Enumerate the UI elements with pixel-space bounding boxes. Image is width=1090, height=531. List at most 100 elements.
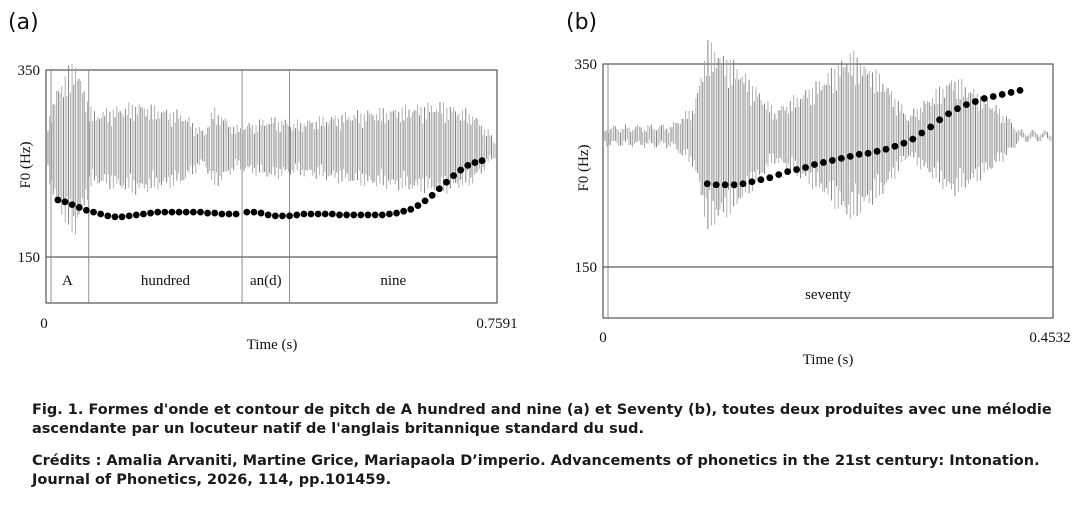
- f0-point: [104, 212, 112, 220]
- panel-b-xtick-start: 0: [599, 330, 607, 346]
- panel-a-xtick-start: 0: [40, 316, 48, 332]
- f0-point: [161, 208, 169, 216]
- f0-point: [828, 157, 836, 164]
- f0-point: [279, 212, 286, 220]
- f0-point: [421, 197, 429, 205]
- f0-point: [980, 95, 988, 102]
- f0-point: [132, 211, 140, 219]
- f0-point: [154, 208, 162, 216]
- f0-point: [748, 178, 756, 186]
- f0-point: [945, 110, 952, 118]
- f0-point: [811, 161, 818, 168]
- f0-point: [478, 157, 486, 165]
- f0-point: [111, 213, 119, 221]
- f0-point: [414, 202, 422, 209]
- f0-point: [757, 176, 765, 184]
- panel-a-f0-contour: [54, 157, 486, 221]
- f0-point: [443, 178, 450, 186]
- f0-point: [766, 174, 774, 182]
- f0-point: [343, 211, 351, 219]
- segment-label: seventy: [805, 287, 851, 303]
- panel-b-frame: [602, 63, 1054, 319]
- f0-point: [90, 208, 97, 216]
- f0-point: [182, 208, 190, 216]
- f0-point: [243, 208, 251, 216]
- f0-point: [364, 211, 372, 219]
- f0-point: [1007, 89, 1015, 96]
- f0-point: [450, 172, 457, 180]
- f0-point: [802, 164, 809, 171]
- f0-point: [147, 209, 154, 217]
- f0-point: [989, 93, 997, 100]
- f0-point: [954, 105, 961, 113]
- f0-point: [864, 149, 872, 157]
- segment-label: nine: [380, 273, 406, 289]
- f0-point: [730, 181, 738, 189]
- f0-point: [75, 204, 83, 211]
- f0-point: [197, 208, 204, 216]
- f0-point: [393, 209, 400, 217]
- f0-point: [140, 210, 147, 218]
- panel-b-xtick-end: 0.4532: [1029, 330, 1070, 346]
- f0-point: [918, 129, 926, 137]
- panel-b: seventy 350 150 0 0.4532 Time (s) F0 (Hz…: [575, 39, 1071, 368]
- panel-label-a: (a): [8, 10, 39, 35]
- f0-point: [882, 145, 890, 153]
- f0-point: [225, 210, 233, 218]
- f0-point: [846, 152, 854, 160]
- panel-a-ytick-top: 350: [18, 63, 41, 79]
- f0-point: [721, 181, 729, 189]
- f0-point: [793, 166, 801, 173]
- f0-point: [204, 209, 212, 217]
- f0-point: [1016, 86, 1024, 94]
- f0-point: [873, 147, 881, 155]
- f0-point: [837, 154, 845, 162]
- f0-point: [68, 201, 76, 209]
- f0-point: [125, 212, 133, 220]
- f0-point: [314, 210, 322, 218]
- f0-point: [211, 209, 219, 217]
- f0-point: [232, 210, 240, 218]
- panel-b-waveform: [604, 39, 1052, 229]
- f0-point: [271, 212, 279, 220]
- segment-label: an(d): [250, 273, 282, 289]
- segment-label: A: [62, 273, 73, 289]
- panel-a-xlabel: Time (s): [247, 337, 298, 353]
- f0-point: [998, 91, 1006, 98]
- f0-point: [175, 208, 183, 216]
- panel-b-ytick-bottom: 150: [575, 260, 598, 276]
- f0-point: [784, 168, 792, 175]
- f0-point: [435, 185, 443, 193]
- figure-credits: Crédits : Amalia Arvaniti, Martine Grice…: [32, 453, 1040, 488]
- f0-point: [321, 210, 329, 218]
- f0-point: [218, 210, 226, 218]
- f0-point: [855, 150, 863, 158]
- panel-a-frame: [45, 69, 498, 304]
- f0-point: [712, 181, 720, 189]
- f0-point: [61, 198, 69, 206]
- f0-point: [407, 205, 415, 213]
- f0-point: [739, 180, 747, 188]
- f0-point: [257, 209, 265, 217]
- f0-point: [350, 211, 358, 219]
- f0-point: [457, 166, 465, 174]
- f0-point: [900, 139, 908, 147]
- f0-point: [464, 161, 472, 169]
- panel-b-ytick-top: 350: [575, 57, 598, 73]
- f0-point: [891, 142, 899, 150]
- f0-point: [820, 159, 827, 166]
- f0-point: [378, 211, 386, 219]
- f0-point: [97, 210, 105, 218]
- panel-b-ylabel: F0 (Hz): [576, 144, 592, 191]
- f0-point: [83, 206, 90, 214]
- f0-point: [471, 159, 479, 166]
- f0-point: [971, 98, 979, 105]
- panel-a-ytick-bottom: 150: [18, 250, 41, 266]
- f0-point: [371, 211, 379, 219]
- figure-caption: Fig. 1. Formes d'onde et contour de pitc…: [32, 402, 1052, 437]
- panel-b-f0-contour: [703, 86, 1024, 189]
- panel-b-segments: seventy: [607, 64, 851, 318]
- panel-b-xlabel: Time (s): [803, 352, 854, 368]
